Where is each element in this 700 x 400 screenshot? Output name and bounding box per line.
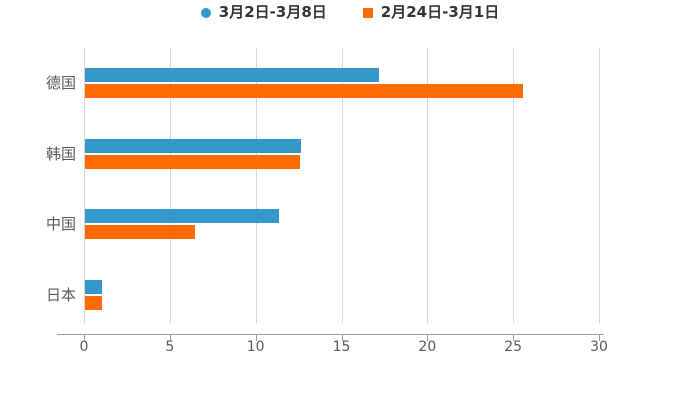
x-axis-tick xyxy=(427,334,429,341)
category-label-3: 中国 xyxy=(45,215,76,234)
bar-series1-2 xyxy=(85,138,302,153)
bar-series2-3 xyxy=(85,225,195,240)
gridline xyxy=(427,48,429,323)
x-axis-tick xyxy=(169,334,171,341)
x-axis-tick-label: 30 xyxy=(590,339,608,355)
gridline xyxy=(599,48,600,323)
gridline xyxy=(513,48,515,323)
x-axis-tick xyxy=(341,334,343,341)
x-axis-tick xyxy=(255,334,257,341)
x-axis-tick-label: 10 xyxy=(246,339,265,355)
x-axis-tick-label: 0 xyxy=(79,339,89,355)
x-axis-tick-label: 15 xyxy=(332,339,351,355)
bar-series2-2 xyxy=(85,154,300,169)
x-axis-tick-label: 5 xyxy=(165,339,175,355)
bar-series2-4 xyxy=(85,295,103,310)
gridline xyxy=(341,48,343,323)
bar-series1-1 xyxy=(85,68,379,83)
category-label-2: 韩国 xyxy=(45,144,76,163)
bar-series2-1 xyxy=(85,84,523,99)
legend-label: 2月24日-3月1日 xyxy=(380,3,500,21)
x-axis-tick-label: 20 xyxy=(418,339,437,355)
x-axis-tick xyxy=(84,334,85,341)
gridline xyxy=(84,48,85,323)
bar-series1-4 xyxy=(85,279,103,294)
category-label-1: 德国 xyxy=(45,74,76,93)
legend-item-week2[interactable]: 3月2日-3月8日 xyxy=(200,3,327,21)
x-axis-tick xyxy=(599,334,600,341)
bar-series1-3 xyxy=(85,209,279,224)
legend-item-week1[interactable]: 2月24日-3月1日 xyxy=(362,3,500,21)
gridline xyxy=(255,48,257,323)
x-axis-tick xyxy=(513,334,515,341)
x-axis-tick-label: 25 xyxy=(504,339,523,355)
legend-label: 3月2日-3月8日 xyxy=(218,3,327,21)
legend-marker-square-icon xyxy=(362,7,373,18)
x-axis-line xyxy=(57,334,604,335)
chart-legend: 3月2日-3月8日 2月24日-3月1日 xyxy=(0,5,700,20)
legend-marker-circle-icon xyxy=(200,7,211,18)
category-label-4: 日本 xyxy=(45,285,76,304)
gridline xyxy=(169,48,171,323)
